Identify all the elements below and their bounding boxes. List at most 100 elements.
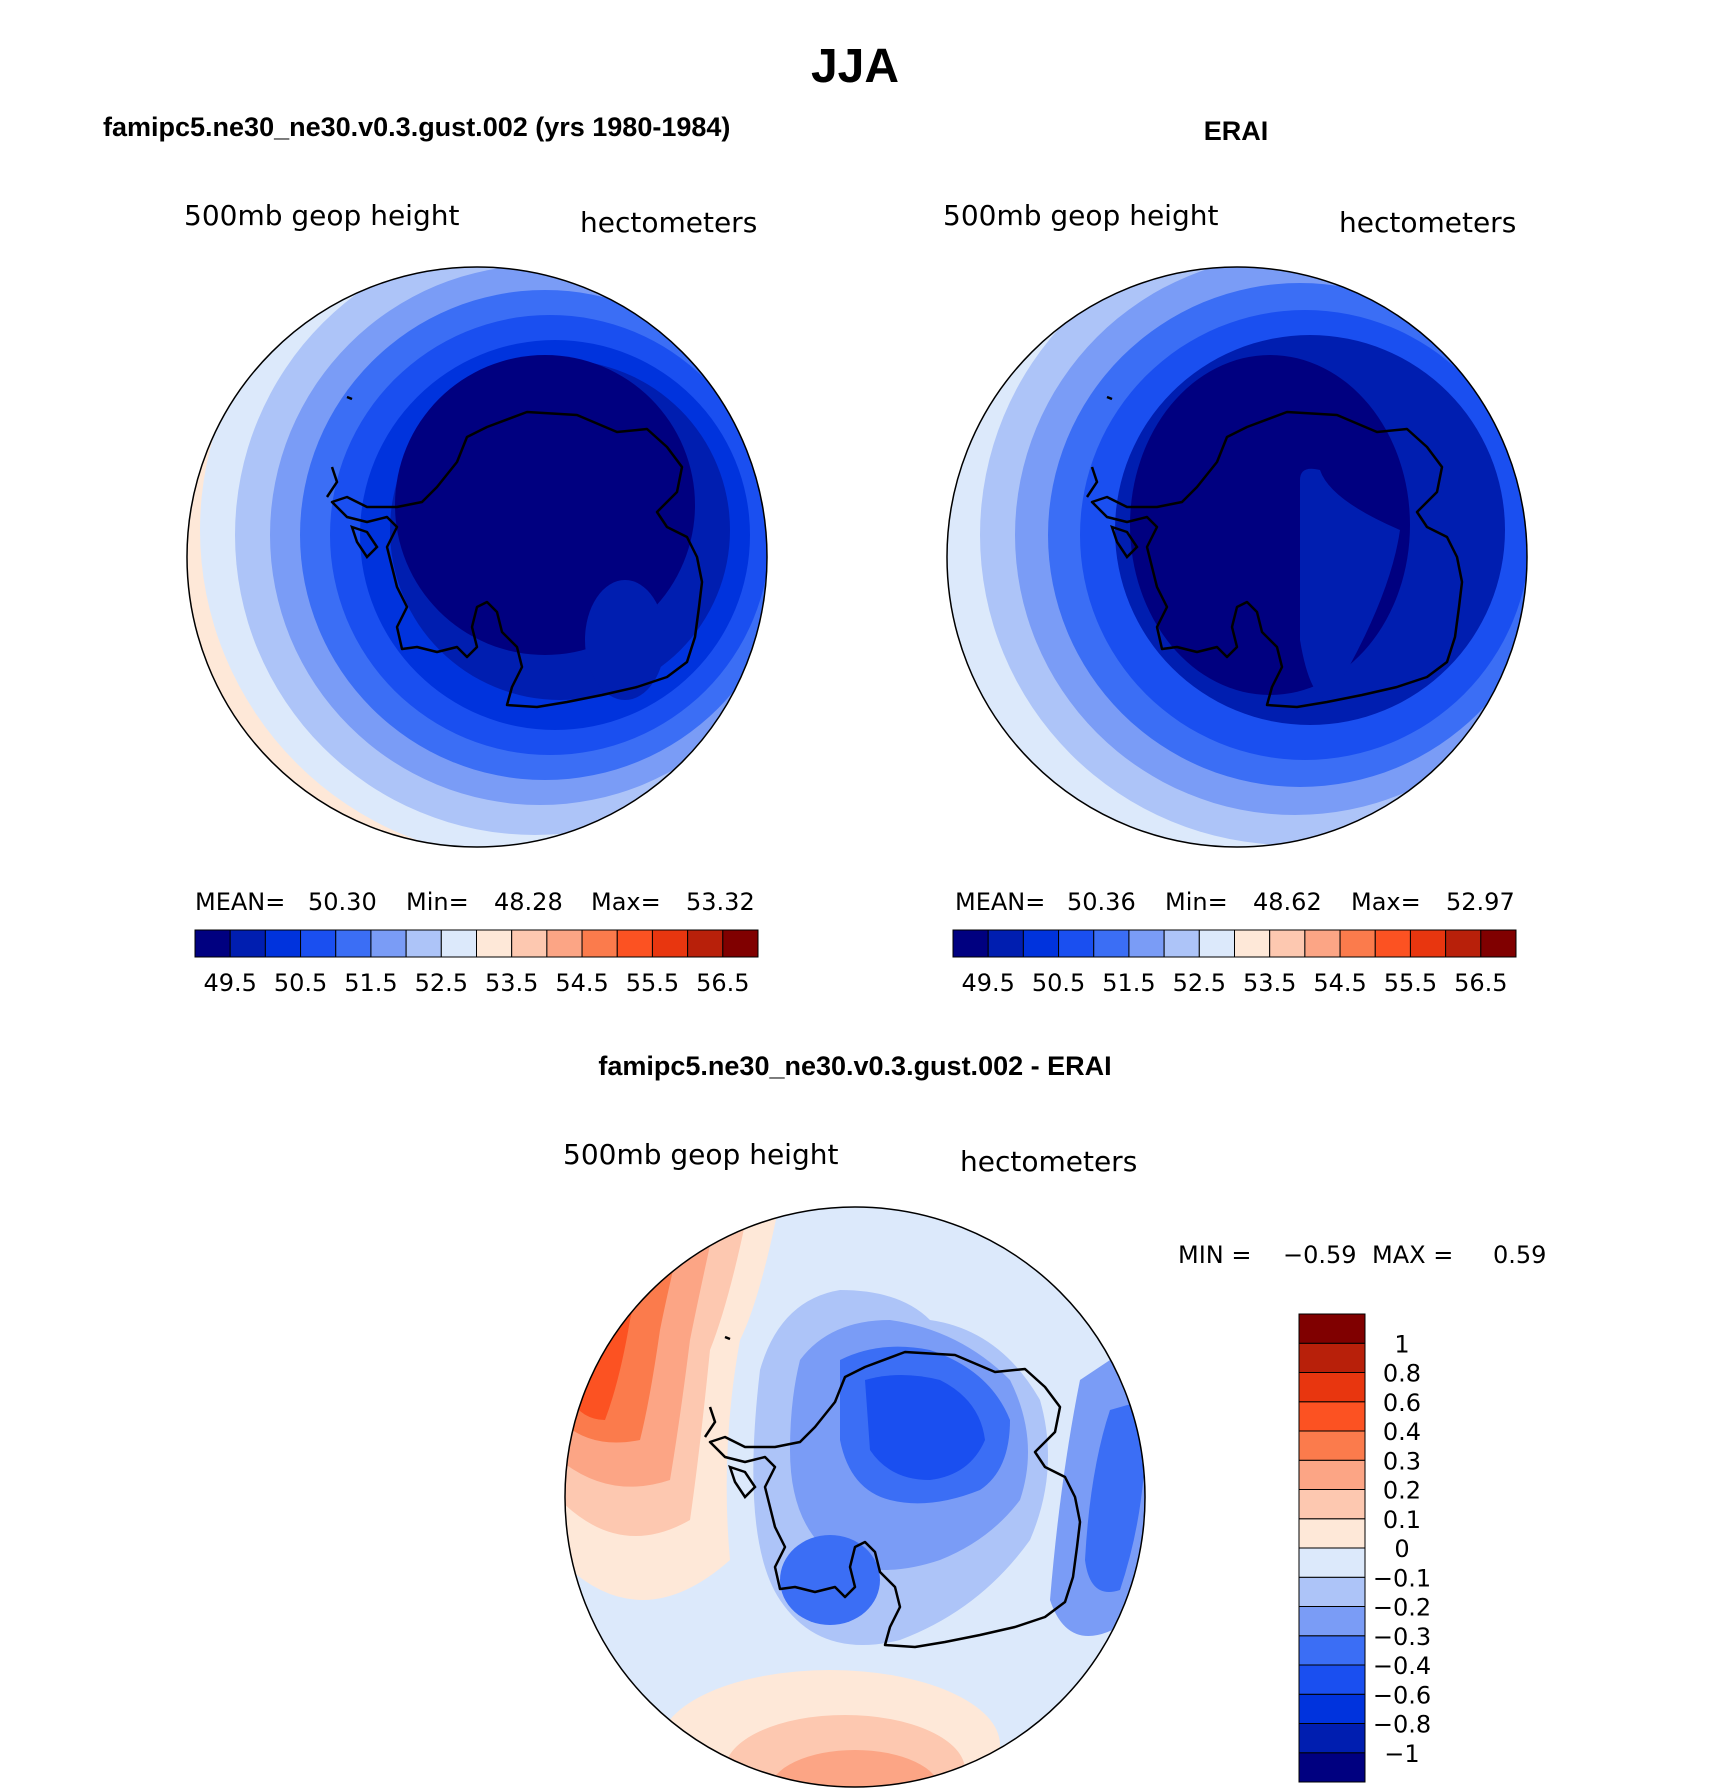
panel-diff-colorbar-tick-label: −0.8 [1373, 1711, 1431, 1739]
panel-obs: ERAI 500mb geop height hectometers MEAN=… [943, 116, 1528, 997]
panel-diff-colorbar-swatch [1298, 1547, 1366, 1578]
panel-obs-colorbar-swatch [1409, 929, 1447, 958]
panel-diff-colorbar-tick-label: 0.4 [1383, 1418, 1421, 1446]
panel-diff-colorbar-swatch [1298, 1372, 1366, 1403]
panel-obs-min-label: Min= [1165, 888, 1228, 916]
panel-diff: famipc5.ne30_ne30.v0.3.gust.002 - ERAI 5… [563, 1051, 1546, 1788]
panel-obs-colorbar-swatch [1093, 929, 1130, 958]
panel-model-mean-value: 50.30 [308, 888, 377, 916]
panel-model-colorbar-swatch [546, 929, 583, 958]
panel-diff-colorbar-tick-label: −1 [1384, 1740, 1419, 1768]
panel-obs-colorbar-swatch [1198, 929, 1235, 958]
panel-diff-colorbar-swatch [1298, 1401, 1366, 1432]
panel-diff-min-value: −0.59 [1283, 1241, 1357, 1269]
panel-obs-colorbar-swatch [952, 929, 989, 958]
panel-model-colorbar-swatch [616, 929, 653, 958]
panel-model-colorbar-swatch [722, 929, 759, 958]
panel-obs-colorbar-swatch [1445, 929, 1482, 958]
panel-obs-map [947, 267, 1527, 847]
panel-obs-colorbar: 49.5 50.5 51.5 52.5 53.5 54.5 55.5 56.5 [952, 929, 1517, 997]
panel-obs-map-border [946, 266, 1528, 848]
panel-model-units: hectometers [580, 206, 757, 239]
panel-diff-colorbar-tick-label: −0.3 [1373, 1623, 1431, 1651]
panel-obs-colorbar-tick-label: 55.5 [1384, 969, 1437, 997]
panel-diff-colorbar-swatch [1298, 1664, 1366, 1695]
panel-model-min-label: Min= [406, 888, 469, 916]
panel-model-mean-label: MEAN= [195, 888, 285, 916]
panel-model-colorbar-tick-label: 55.5 [626, 969, 679, 997]
panel-model-colorbar-swatch [476, 929, 513, 958]
panel-model-colorbar-swatch [581, 929, 618, 958]
panel-diff-colorbar-tick-label: −0.6 [1373, 1681, 1431, 1709]
panel-obs-colorbar-swatch [1304, 929, 1341, 958]
panel-diff-colorbar-swatch [1298, 1635, 1366, 1666]
panel-diff-colorbar-tick-label: 0 [1394, 1535, 1409, 1563]
panel-model-colorbar-tick-label: 51.5 [344, 969, 397, 997]
panel-obs-min-value: 48.62 [1253, 888, 1322, 916]
panel-obs-colorbar-swatch [1339, 929, 1376, 958]
panel-diff-colorbar-swatch [1298, 1576, 1366, 1607]
panel-obs-colorbar-swatch [987, 929, 1024, 958]
panel-diff-colorbar-swatch [1298, 1313, 1366, 1344]
panel-diff-colorbar-tick-label: 0.3 [1383, 1447, 1421, 1475]
panel-diff-colorbar-tick-label: −0.1 [1373, 1564, 1431, 1592]
panel-obs-colorbar-swatch [1058, 929, 1095, 958]
panel-diff-header: famipc5.ne30_ne30.v0.3.gust.002 - ERAI [598, 1051, 1111, 1081]
panel-diff-colorbar-swatch [1298, 1489, 1366, 1520]
panel-diff-colorbar-swatch [1298, 1342, 1366, 1373]
panel-diff-colorbar-tick-label: −0.4 [1373, 1652, 1431, 1680]
panel-diff-colorbar: −1−0.8−0.6−0.4−0.3−0.2−0.100.10.20.30.40… [1298, 1313, 1431, 1783]
panel-diff-min-label: MIN = [1178, 1241, 1251, 1269]
panel-model-map-border [186, 266, 768, 848]
panel-diff-max-label: MAX = [1372, 1241, 1453, 1269]
panel-obs-variable: 500mb geop height [943, 199, 1218, 232]
panel-model-colorbar-swatch [335, 929, 372, 958]
panel-obs-colorbar-tick-label: 51.5 [1102, 969, 1155, 997]
panel-obs-mean-label: MEAN= [955, 888, 1045, 916]
panel-model-colorbar-swatch [440, 929, 477, 958]
panel-obs-colorbar-tick-label: 54.5 [1313, 969, 1366, 997]
panel-obs-colorbar-swatch [1128, 929, 1165, 958]
panel-model-header: famipc5.ne30_ne30.v0.3.gust.002 (yrs 198… [103, 112, 730, 142]
panel-obs-units: hectometers [1339, 206, 1516, 239]
panel-model-map [187, 267, 767, 847]
panel-diff-colorbar-swatch [1298, 1723, 1366, 1754]
panel-obs-colorbar-swatch [1269, 929, 1306, 958]
panel-diff-colorbar-tick-label: 0.8 [1383, 1360, 1421, 1388]
panel-model-colorbar-swatch [300, 929, 337, 958]
panel-obs-colorbar-swatch [1022, 929, 1060, 958]
panel-model-colorbar-swatch [651, 929, 689, 958]
panel-diff-max-value: 0.59 [1493, 1241, 1546, 1269]
panel-obs-header: ERAI [1204, 116, 1269, 146]
panel-obs-colorbar-swatch [1234, 929, 1271, 958]
panel-model: famipc5.ne30_ne30.v0.3.gust.002 (yrs 198… [103, 112, 768, 997]
panel-model-colorbar: 49.5 50.5 51.5 52.5 53.5 54.5 55.5 56.5 [194, 929, 759, 997]
panel-diff-colorbar-swatch [1298, 1606, 1366, 1637]
panel-diff-colorbar-tick-label: 0.1 [1383, 1506, 1421, 1534]
panel-model-colorbar-tick-label: 52.5 [415, 969, 468, 997]
panel-obs-mean-value: 50.36 [1067, 888, 1136, 916]
panel-model-colorbar-tick-label: 50.5 [274, 969, 327, 997]
panel-model-colorbar-swatch [405, 929, 442, 958]
panel-diff-variable: 500mb geop height [563, 1138, 838, 1171]
panel-diff-map-border [564, 1206, 1146, 1788]
panel-obs-colorbar-tick-label: 50.5 [1032, 969, 1085, 997]
panel-obs-colorbar-swatch [1480, 929, 1517, 958]
panel-obs-colorbar-tick-label: 53.5 [1243, 969, 1296, 997]
panel-obs-colorbar-swatch [1374, 929, 1411, 958]
panel-model-variable: 500mb geop height [184, 199, 459, 232]
panel-model-colorbar-swatch [194, 929, 231, 958]
figure-title: JJA [811, 40, 899, 93]
panel-diff-colorbar-swatch [1298, 1693, 1366, 1724]
panel-model-max-value: 53.32 [686, 888, 755, 916]
panel-model-min-value: 48.28 [494, 888, 563, 916]
panel-obs-colorbar-tick-label: 56.5 [1454, 969, 1507, 997]
panel-diff-colorbar-swatch [1298, 1518, 1366, 1549]
panel-obs-max-label: Max= [1351, 888, 1421, 916]
panel-obs-colorbar-swatch [1163, 929, 1200, 958]
panel-model-colorbar-swatch [264, 929, 302, 958]
panel-obs-colorbar-tick-label: 49.5 [961, 969, 1014, 997]
panel-obs-colorbar-tick-label: 52.5 [1173, 969, 1226, 997]
panel-model-colorbar-swatch [370, 929, 407, 958]
